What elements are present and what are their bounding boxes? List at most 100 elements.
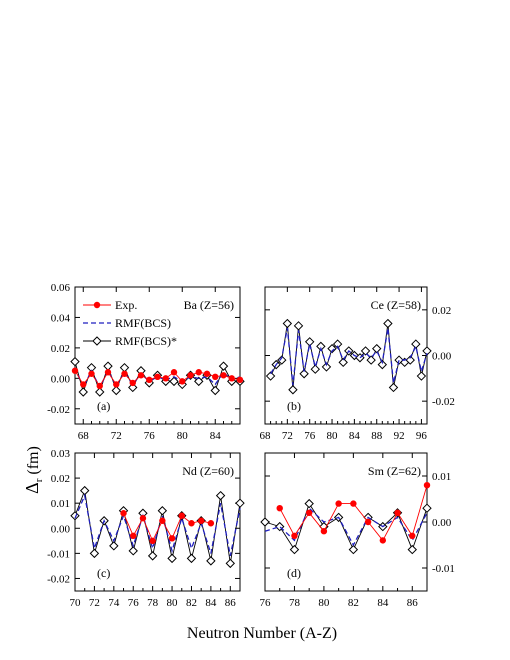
- panel-letter: (b): [287, 399, 301, 413]
- exp-point: [137, 372, 145, 379]
- panel-letter: (d): [287, 566, 301, 580]
- exp-point: [120, 510, 127, 517]
- panel-title: Nd (Z=60): [182, 464, 234, 478]
- exp-point: [154, 373, 161, 381]
- series-rmf-star-line: [74, 488, 241, 564]
- exp-point: [228, 375, 235, 382]
- panel-letter: (a): [97, 399, 110, 413]
- exp-point: [178, 512, 185, 519]
- rmf-star-point: [89, 548, 100, 559]
- x-tick-label: 78: [147, 597, 159, 609]
- panel-b: 68 72 76 80 84 88 92 96 -0.02 0.00 0.02 Ce (Z=58) (b…: [260, 286, 455, 442]
- exp-point: [207, 520, 215, 527]
- exp-point: [291, 532, 298, 539]
- x-tick-label: 70: [70, 597, 82, 609]
- exp-point: [335, 500, 342, 507]
- series-rmf-line: [270, 327, 428, 386]
- exp-point: [379, 537, 387, 544]
- y-axis-title-sub: r: [33, 478, 45, 482]
- rmf-star-point: [260, 517, 270, 527]
- rmf-star-point: [210, 385, 220, 396]
- y-tick-label: 0.01: [51, 498, 70, 510]
- rmf-star-point: [128, 546, 138, 556]
- exp-point: [168, 535, 176, 542]
- exp-point: [80, 381, 87, 388]
- x-tick-label: 92: [394, 430, 405, 442]
- exp-point: [96, 382, 103, 390]
- exp-point: [139, 515, 147, 522]
- y-tick-label: 0.02: [51, 343, 70, 355]
- rmf-star-point: [388, 382, 399, 393]
- x-tick-label: 80: [318, 597, 330, 609]
- rmf-star-point: [383, 318, 393, 329]
- exp-point: [149, 537, 156, 545]
- panels: 68 72 76 80 84 -0.02 0.00 0.02 0.04 0.06 Ba (Z=56)…: [47, 282, 455, 609]
- rmf-star-point: [377, 359, 388, 370]
- rmf-star-point: [338, 357, 348, 368]
- x-tick-label: 82: [348, 597, 359, 609]
- exp-point: [364, 518, 372, 526]
- y-tick-label: 0.06: [51, 282, 71, 294]
- y-tick-label: 0.01: [432, 471, 451, 483]
- exp-point: [423, 482, 431, 489]
- y-tick-label: 0.00: [432, 517, 452, 529]
- exp-point: [350, 500, 357, 507]
- rmf-star-point: [405, 355, 415, 365]
- x-tick-label: 84: [377, 597, 389, 609]
- rmf-star-point: [119, 362, 130, 373]
- legend-rmf-star-label: RMF(BCS)*: [115, 334, 177, 348]
- rmf-star-point: [289, 544, 300, 555]
- y-axis-title: Δr (fm): [22, 446, 45, 494]
- y-tick-label: -0.02: [47, 404, 70, 416]
- panel-title: Sm (Z=62): [368, 464, 421, 478]
- y-tick-label: 0.02: [51, 473, 70, 485]
- y-tick-label: 0.00: [432, 351, 452, 363]
- rmf-star-point: [111, 385, 121, 396]
- x-tick-label: 78: [289, 597, 301, 609]
- rmf-star-point: [321, 362, 332, 372]
- panel-title: Ce (Z=58): [371, 298, 421, 312]
- x-tick-label: 84: [210, 430, 222, 442]
- rmf-star-point: [157, 506, 168, 516]
- rmf-star-point: [70, 511, 80, 521]
- panel-letter: (c): [97, 566, 110, 580]
- exp-point: [276, 505, 283, 512]
- x-tick-label: 72: [111, 430, 122, 442]
- exp-point: [187, 372, 194, 379]
- x-tick-label: 74: [108, 597, 120, 609]
- rmf-star-point: [235, 498, 245, 508]
- rmf-star-point: [215, 490, 226, 501]
- x-tick-label: 76: [144, 430, 156, 442]
- exp-point: [129, 379, 136, 387]
- x-tick-label: 96: [416, 430, 428, 442]
- rmf-star-point: [310, 364, 320, 374]
- rmf-star-point: [70, 356, 80, 367]
- exp-point: [305, 509, 313, 516]
- exp-point: [162, 375, 169, 382]
- rmf-star-point: [265, 371, 276, 381]
- x-axis-title: Neutron Number (A-Z): [187, 625, 337, 642]
- exp-point: [195, 369, 202, 376]
- y-tick-label: 0.00: [51, 373, 71, 385]
- rmf-star-point: [95, 387, 105, 397]
- rmf-star-point: [79, 485, 90, 496]
- x-tick-label: 84: [349, 430, 361, 442]
- y-axis-title-main: Δ: [22, 482, 42, 494]
- exp-point: [220, 372, 227, 379]
- exp-point: [88, 370, 95, 377]
- rmf-star-point: [218, 361, 229, 371]
- exp-point: [71, 367, 79, 374]
- x-tick-label: 84: [205, 597, 217, 609]
- rmf-star-point: [304, 498, 314, 509]
- rmf-star-point: [348, 544, 359, 555]
- exp-point: [130, 532, 137, 539]
- x-tick-label: 86: [225, 597, 237, 609]
- x-tick-label: 76: [304, 430, 316, 442]
- exp-point: [113, 381, 120, 388]
- y-tick-label: 0.02: [432, 305, 451, 317]
- exp-point: [159, 517, 166, 524]
- y-axis-title-unit: (fm): [25, 446, 42, 474]
- exp-point: [409, 532, 416, 539]
- panel-c: 70 72 74 76 78 80 82 84 86 -0.02 -0.01 0.00 0.01 0.02…: [47, 448, 245, 609]
